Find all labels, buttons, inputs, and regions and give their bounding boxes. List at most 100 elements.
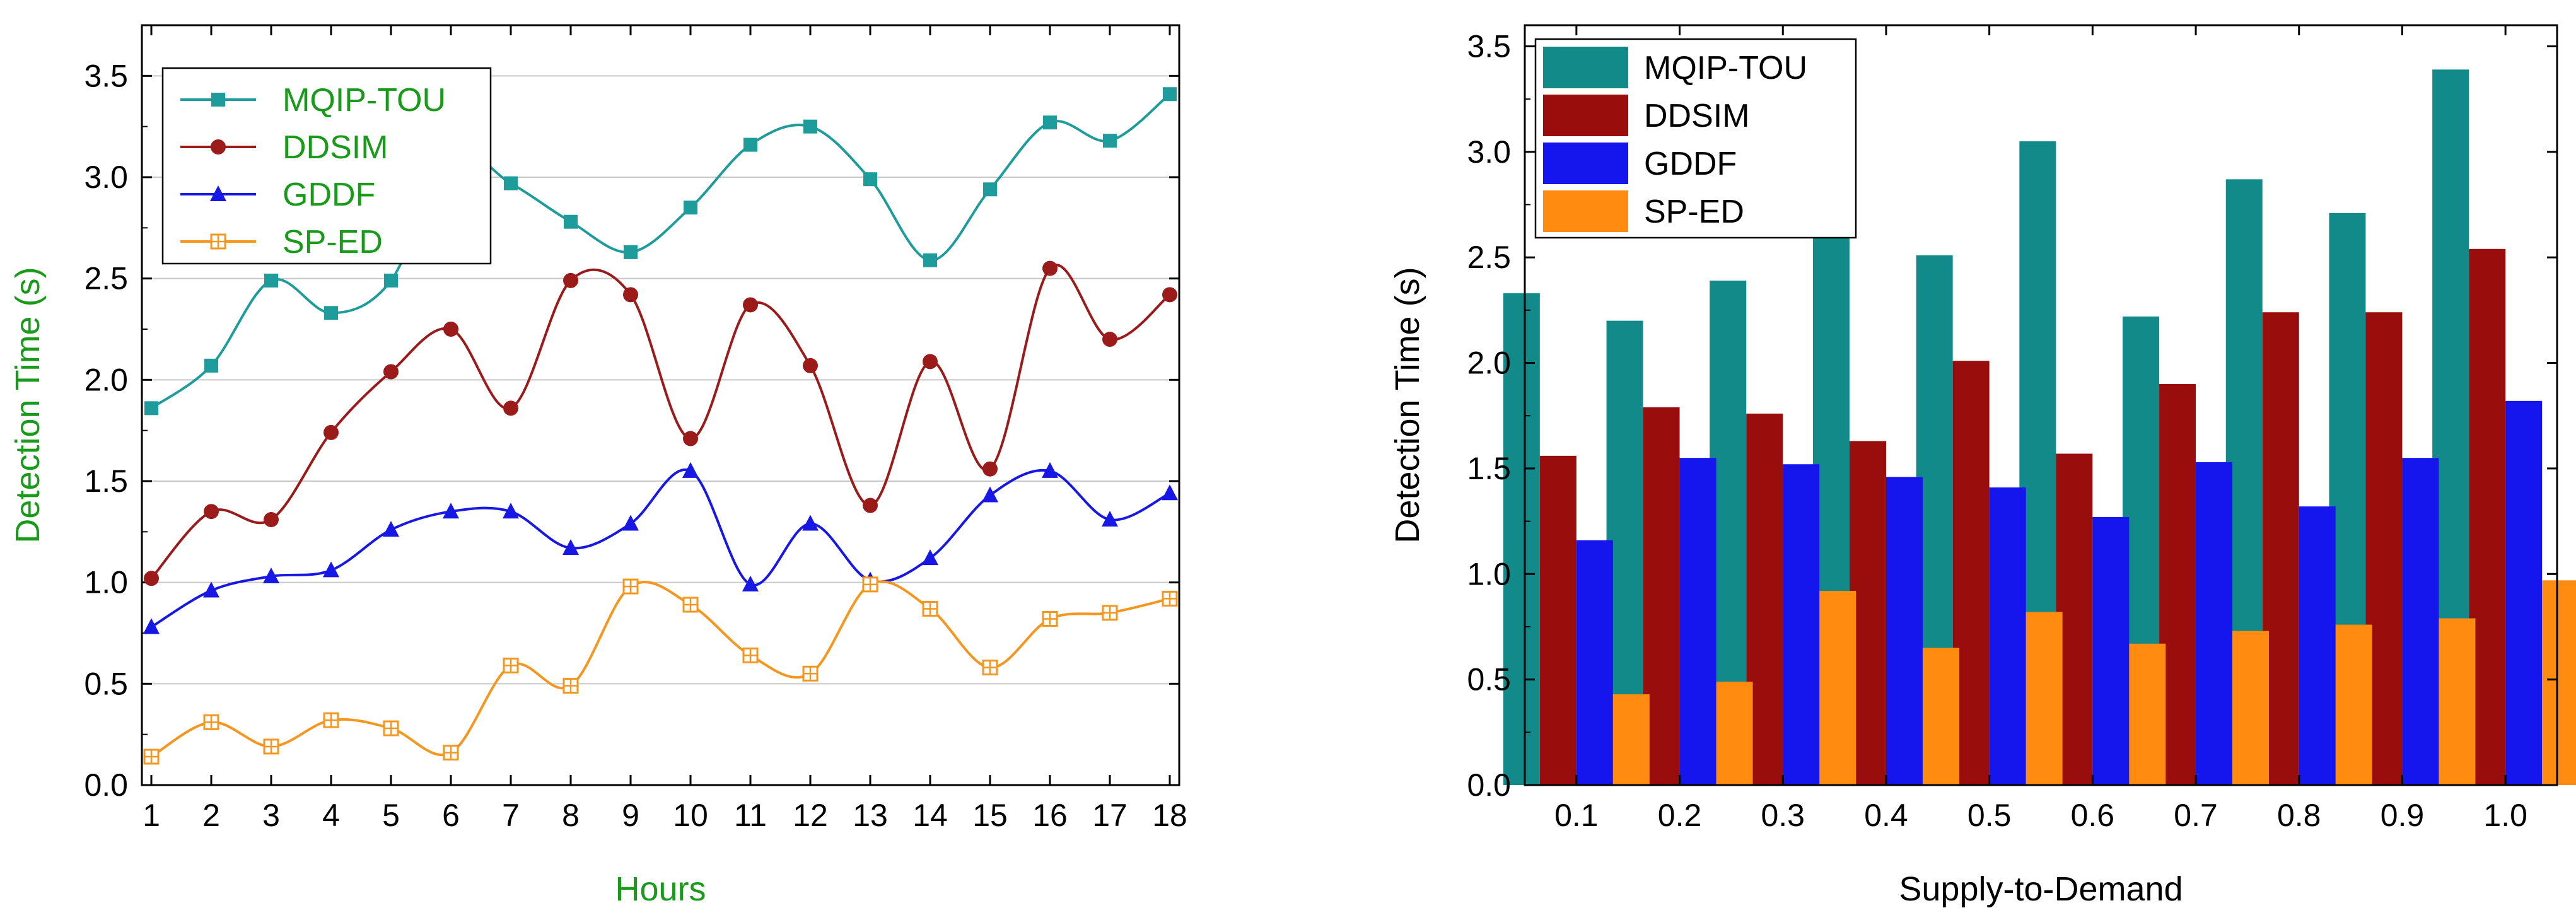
series-gddf <box>143 462 1178 634</box>
bar <box>2196 462 2233 785</box>
y-tick-label: 1.0 <box>1467 556 1511 591</box>
data-point <box>564 214 578 229</box>
x-tick-label: 9 <box>622 798 639 833</box>
legend: MQIP-TOU DDSIM GDDF SP-ED <box>1534 38 1857 239</box>
data-point <box>983 182 997 197</box>
x-tick-label: 1 <box>143 798 160 833</box>
legend-entry: SP-ED <box>180 224 383 260</box>
data-point <box>982 660 998 676</box>
y-tick-label: 3.5 <box>84 58 128 93</box>
data-point <box>922 600 938 617</box>
y-tick-label: 2.0 <box>1467 346 1511 381</box>
data-point <box>203 581 219 598</box>
data-point <box>682 462 699 478</box>
legend-swatch <box>1543 190 1628 232</box>
bar <box>2092 516 2130 785</box>
legend-entry: SP-ED <box>1543 190 1744 232</box>
data-point <box>204 504 219 520</box>
y-tick-label: 0.0 <box>1467 767 1511 803</box>
data-point <box>1103 134 1117 148</box>
x-tick-label: 17 <box>1092 798 1128 833</box>
bar <box>2232 631 2270 785</box>
data-point <box>263 568 279 584</box>
x-tick-label: 5 <box>382 798 400 833</box>
x-tick-label: 0.7 <box>2174 798 2218 833</box>
legend-label: GDDF <box>283 177 375 213</box>
data-point <box>563 272 578 288</box>
x-tick-label: 0.6 <box>2071 798 2115 833</box>
line-chart-panel: 0.00.51.01.52.02.53.03.51 2 3 4 5 6 7 8 9 10 11 12 1… <box>9 24 1187 908</box>
y-tick-label: 2.5 <box>1467 240 1511 275</box>
data-point <box>562 539 579 556</box>
legend-entry: GDDF <box>1543 143 1737 184</box>
data-point <box>1042 462 1058 478</box>
bar <box>1539 455 1576 785</box>
data-point <box>743 137 757 152</box>
data-point <box>803 119 817 134</box>
legend-marker <box>211 93 225 107</box>
y-tick-label: 3.0 <box>1467 134 1511 170</box>
legend-label: SP-ED <box>1644 194 1744 230</box>
legend-swatch <box>1543 95 1628 136</box>
data-point <box>1042 611 1058 627</box>
x-tick-label: 8 <box>562 798 580 833</box>
x-tick-label: 13 <box>853 798 888 833</box>
x-tick-label: 18 <box>1152 798 1187 833</box>
data-point <box>144 401 158 416</box>
data-point <box>743 297 758 313</box>
legend-label: GDDF <box>1644 146 1737 182</box>
series-line <box>150 468 1170 629</box>
x-tick-label: 10 <box>673 798 708 833</box>
x-tick-label: 7 <box>502 798 520 833</box>
x-tick-label: 0.9 <box>2381 798 2425 833</box>
legend-label: DDSIM <box>1644 98 1750 134</box>
x-tick-label: 0.8 <box>2277 798 2321 833</box>
data-point <box>1102 332 1117 347</box>
data-point <box>623 287 638 303</box>
x-tick-label: 16 <box>1032 798 1068 833</box>
x-tick-label: 15 <box>972 798 1008 833</box>
data-point <box>1163 87 1177 102</box>
bar <box>1503 293 1540 785</box>
data-point <box>264 273 278 288</box>
x-tick-label: 3 <box>262 798 280 833</box>
bar <box>1576 540 1613 785</box>
data-point <box>624 245 638 259</box>
y-tick-label: 2.5 <box>84 261 128 296</box>
legend-swatch <box>1543 143 1628 184</box>
x-tick-label: 14 <box>912 798 948 833</box>
data-point <box>443 745 459 761</box>
bar <box>2505 400 2543 785</box>
series-line <box>150 264 1171 579</box>
bar <box>2542 580 2576 785</box>
legend-entry: MQIP-TOU <box>180 82 446 119</box>
data-point <box>324 306 338 320</box>
data-point <box>503 657 519 673</box>
bar <box>1819 591 1856 785</box>
legend-entry: DDSIM <box>180 129 388 166</box>
data-point <box>323 712 339 728</box>
bar <box>1679 458 1716 785</box>
data-point <box>383 720 399 737</box>
data-point <box>503 503 519 519</box>
data-point <box>383 521 399 537</box>
data-point <box>863 498 878 513</box>
data-point <box>443 503 459 519</box>
x-axis-label: Supply-to-Demand <box>1899 870 2183 908</box>
x-axis-label: Hours <box>615 870 706 908</box>
data-point <box>982 486 998 503</box>
legend-label: DDSIM <box>283 129 388 166</box>
bar <box>1612 694 1650 785</box>
legend-entry: DDSIM <box>1543 95 1750 136</box>
plot-frame <box>141 24 1180 786</box>
x-tick-label: 1.0 <box>2483 798 2527 833</box>
legend-label: MQIP-TOU <box>283 82 446 119</box>
data-point <box>683 431 698 446</box>
bar-chart-panel: 0.0 0.5 1.0 1.5 2.0 2.5 3.0 3.5 0.1 0.2 0.3 0.4 0.5 0… <box>1389 24 2576 908</box>
y-tick-label: 0.5 <box>1467 662 1511 697</box>
bar <box>1922 648 1959 785</box>
data-point <box>1162 287 1177 303</box>
data-point <box>684 201 697 215</box>
series-line <box>150 93 1171 409</box>
data-point <box>384 273 398 288</box>
